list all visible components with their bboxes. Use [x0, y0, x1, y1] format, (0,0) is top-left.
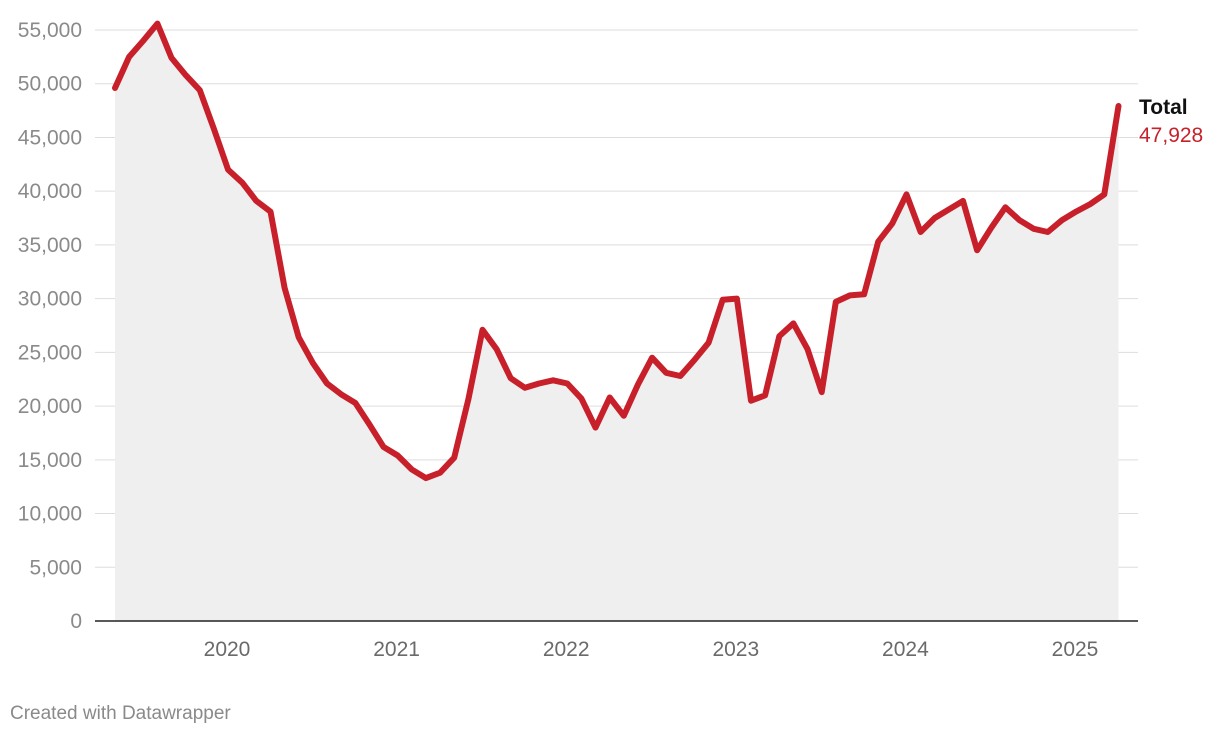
- y-axis-tick-labels: 0 5,000 10,000 15,000 20,000 25,000 30,000 35,0…: [18, 19, 82, 633]
- y-tick-label: 15,000: [18, 449, 82, 472]
- y-tick-label: 0: [70, 610, 82, 633]
- y-tick-label: 30,000: [18, 288, 82, 311]
- x-tick-label: 2023: [712, 638, 759, 661]
- y-tick-label: 45,000: [18, 126, 82, 149]
- series-name-label: Total: [1139, 96, 1188, 119]
- x-axis-tick-labels: 2020 2021 2022 2023 2024 2025: [204, 638, 1099, 661]
- area-fill: [115, 23, 1119, 622]
- x-tick-label: 2021: [373, 638, 420, 661]
- y-tick-label: 55,000: [18, 19, 82, 42]
- area-total: [115, 23, 1119, 622]
- x-tick-label: 2022: [543, 638, 590, 661]
- series-lines: [112, 20, 1122, 482]
- series-end-value-label: 47,928: [1139, 124, 1203, 147]
- y-tick-label: 10,000: [18, 503, 82, 526]
- y-tick-label: 40,000: [18, 180, 82, 203]
- series-line-total: [112, 20, 1122, 482]
- series-end-labels: Total 47,928: [1139, 96, 1203, 147]
- x-tick-label: 2025: [1052, 638, 1099, 661]
- y-tick-label: 50,000: [18, 73, 82, 96]
- y-tick-label: 35,000: [18, 234, 82, 257]
- y-tick-label: 5,000: [29, 556, 82, 579]
- y-tick-label: 20,000: [18, 395, 82, 418]
- x-tick-label: 2020: [204, 638, 251, 661]
- credit-text: Created with Datawrapper: [10, 703, 231, 724]
- y-tick-label: 25,000: [18, 341, 82, 364]
- x-tick-label: 2024: [882, 638, 929, 661]
